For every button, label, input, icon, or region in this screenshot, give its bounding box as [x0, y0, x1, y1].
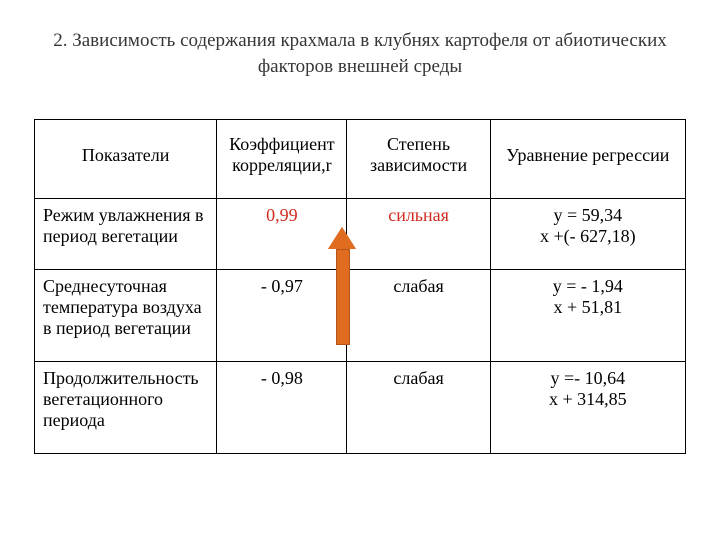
degree-value: слабая: [393, 276, 443, 296]
cell-equation: у = 59,34 х +(- 627,18): [490, 199, 685, 270]
cell-indicator: Среднесуточная температура воздуха в пер…: [35, 270, 217, 362]
table-row: Режим увлажнения в период вегетации 0,99…: [35, 199, 686, 270]
equation-line1: у =- 10,64: [499, 368, 677, 389]
table-body: Режим увлажнения в период вегетации 0,99…: [35, 199, 686, 454]
equation-line1: у = - 1,94: [499, 276, 677, 297]
cell-indicator: Режим увлажнения в период вегетации: [35, 199, 217, 270]
page: 2. Зависимость содержания крахмала в клу…: [0, 0, 720, 540]
table-row: Продолжительность вегетационного периода…: [35, 362, 686, 454]
table-head: Показатели Коэффициент корреляции,r Степ…: [35, 120, 686, 199]
col-header-degree: Степень зависимости: [347, 120, 490, 199]
table-header-row: Показатели Коэффициент корреляции,r Степ…: [35, 120, 686, 199]
degree-value: слабая: [393, 368, 443, 388]
cell-equation: у = - 1,94 х + 51,81: [490, 270, 685, 362]
col-header-correlation: Коэффициент корреляции,r: [217, 120, 347, 199]
equation-line2: х + 51,81: [499, 297, 677, 318]
correlation-value: - 0,98: [261, 368, 303, 388]
cell-degree: сильная: [347, 199, 490, 270]
degree-value: сильная: [388, 205, 449, 225]
cell-equation: у =- 10,64 х + 314,85: [490, 362, 685, 454]
cell-correlation: - 0,97: [217, 270, 347, 362]
correlation-value: 0,99: [266, 205, 298, 225]
equation-line2: х + 314,85: [499, 389, 677, 410]
cell-correlation: - 0,98: [217, 362, 347, 454]
col-header-indicator: Показатели: [35, 120, 217, 199]
data-table: Показатели Коэффициент корреляции,r Степ…: [34, 119, 686, 454]
page-title: 2. Зависимость содержания крахмала в клу…: [42, 28, 678, 79]
equation-line1: у = 59,34: [499, 205, 677, 226]
correlation-value: - 0,97: [261, 276, 303, 296]
cell-degree: слабая: [347, 362, 490, 454]
equation-line2: х +(- 627,18): [499, 226, 677, 247]
cell-correlation: 0,99: [217, 199, 347, 270]
col-header-equation: Уравнение регрессии: [490, 120, 685, 199]
cell-indicator: Продолжительность вегетационного периода: [35, 362, 217, 454]
cell-degree: слабая: [347, 270, 490, 362]
table-row: Среднесуточная температура воздуха в пер…: [35, 270, 686, 362]
